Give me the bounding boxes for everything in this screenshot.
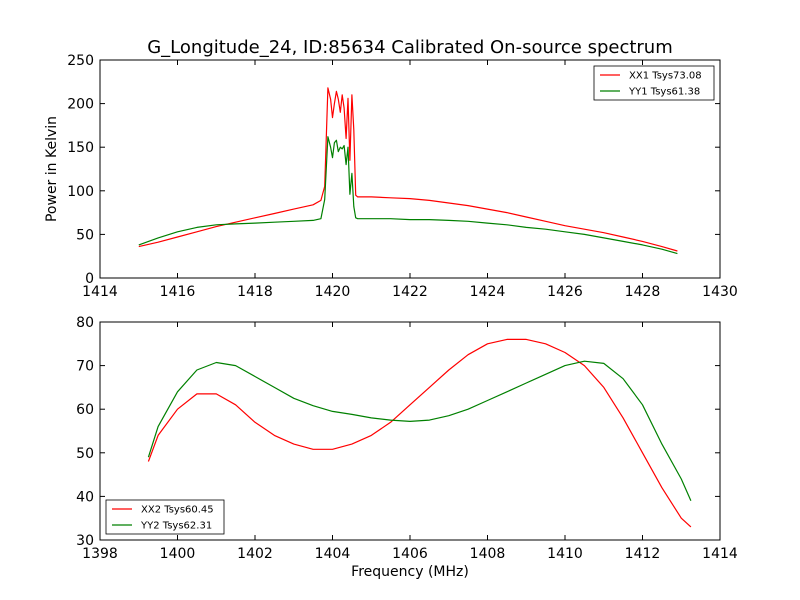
legend-box bbox=[593, 65, 715, 101]
top-spectrum-panel: 1414 1416 1418 1420 1422 1424 1426 1428 1430 0 50 1… bbox=[67, 53, 738, 300]
x-tick-label: 1426 bbox=[547, 284, 583, 300]
legend: XX1 Tsys73.08 YY1 Tsys61.38 bbox=[593, 65, 715, 101]
x-tick-label: 1414 bbox=[702, 546, 738, 562]
x-tick-label: 1416 bbox=[160, 284, 196, 300]
legend-label: YY2 Tsys62.31 bbox=[140, 521, 212, 532]
legend: XX2 Tsys60.45 YY2 Tsys62.31 bbox=[105, 499, 225, 535]
chart-title: G_Longitude_24, ID:85634 Calibrated On-s… bbox=[147, 37, 673, 58]
x-tick-label: 1398 bbox=[82, 546, 118, 562]
x-tick-label: 1408 bbox=[470, 546, 506, 562]
y-tick-label: 80 bbox=[76, 315, 94, 331]
x-tick-label: 1402 bbox=[237, 546, 273, 562]
bottom-spectrum-panel: 1398 1400 1402 1404 1406 1408 1410 1412 1414 30 40… bbox=[76, 315, 738, 562]
x-tick-label: 1420 bbox=[315, 284, 351, 300]
bottom-x-axis-label: Frequency (MHz) bbox=[351, 564, 469, 580]
x-tick-label: 1428 bbox=[625, 284, 661, 300]
legend-label: XX1 Tsys73.08 bbox=[629, 71, 702, 82]
x-tick-label: 1412 bbox=[625, 546, 661, 562]
series-line-2-2 bbox=[147, 360, 692, 502]
x-tick-label: 1422 bbox=[392, 284, 428, 300]
series-line-1-2 bbox=[138, 136, 678, 255]
y-tick-label: 60 bbox=[76, 402, 94, 418]
legend-box bbox=[105, 499, 225, 535]
y-tick-label: 30 bbox=[76, 533, 94, 549]
x-tick-label: 1400 bbox=[160, 546, 196, 562]
x-tick-label: 1404 bbox=[315, 546, 351, 562]
x-tick-label: 1406 bbox=[392, 546, 428, 562]
x-tick-label: 1430 bbox=[702, 284, 738, 300]
y-tick-label: 40 bbox=[76, 489, 94, 505]
y-tick-label: 70 bbox=[76, 359, 94, 375]
y-tick-label: 50 bbox=[76, 227, 94, 243]
x-tick-label: 1410 bbox=[547, 546, 583, 562]
y-tick-label: 0 bbox=[85, 271, 94, 287]
y-tick-label: 200 bbox=[67, 97, 94, 113]
y-tick-label: 150 bbox=[67, 140, 94, 156]
x-tick-label: 1424 bbox=[470, 284, 506, 300]
y-tick-label: 100 bbox=[67, 184, 94, 200]
y-tick-label: 50 bbox=[76, 446, 94, 462]
series-line-2-1 bbox=[147, 338, 692, 528]
legend-label: XX2 Tsys60.45 bbox=[141, 505, 214, 516]
legend-label: YY1 Tsys61.38 bbox=[628, 87, 700, 98]
x-tick-label: 1418 bbox=[237, 284, 273, 300]
series-line-1-1 bbox=[138, 87, 678, 252]
y-tick-label: 250 bbox=[67, 53, 94, 69]
top-y-axis-label: Power in Kelvin bbox=[44, 116, 60, 222]
x-tick-label: 1414 bbox=[82, 284, 118, 300]
